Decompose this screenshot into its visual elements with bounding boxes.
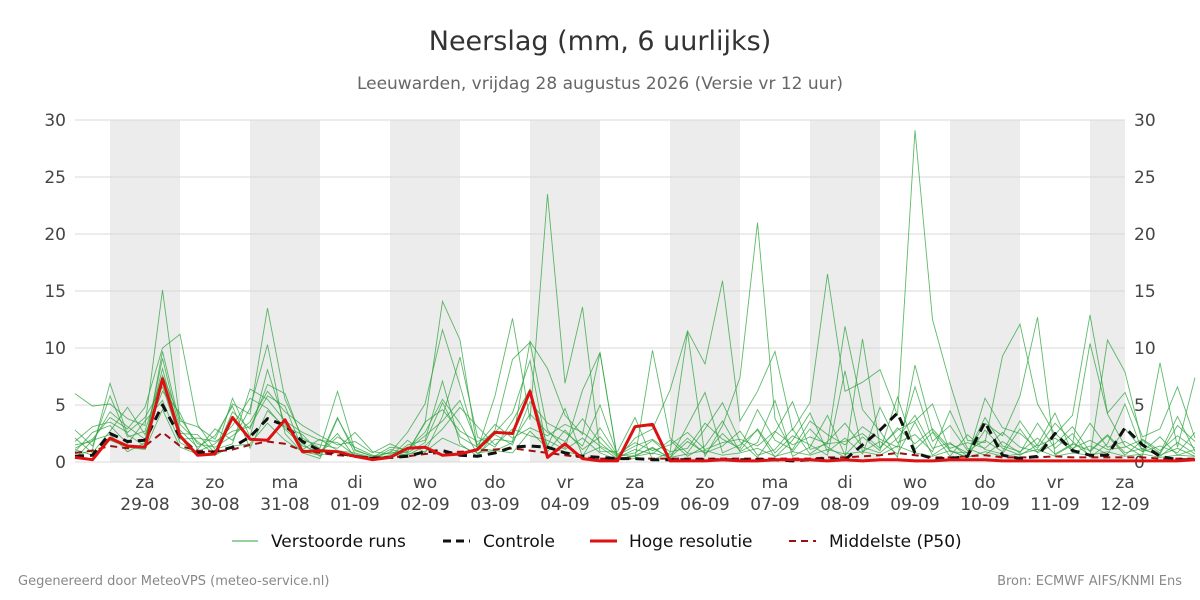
x-tick-day: za xyxy=(135,473,154,493)
x-tick-day: di xyxy=(837,473,853,493)
high-resolution-line xyxy=(74,377,1196,463)
ensemble-member-line xyxy=(74,366,1196,458)
y-axis-left: 0 5 10 15 20 25 30 xyxy=(44,111,66,473)
x-tick-day: di xyxy=(347,473,363,493)
legend-label-highres: Hoge resolutie xyxy=(629,532,753,552)
x-tick-date: 12-09 xyxy=(1100,495,1149,515)
x-tick-date: 09-09 xyxy=(890,495,939,515)
x-tick-date: 01-09 xyxy=(330,495,379,515)
x-tick-day: do xyxy=(484,473,505,493)
x-tick-date: 03-09 xyxy=(470,495,519,515)
ensemble-member-line xyxy=(74,374,1196,456)
x-tick-date: 08-09 xyxy=(820,495,869,515)
y-tick-label-right: 0 xyxy=(1134,453,1145,473)
x-tick-date: 11-09 xyxy=(1030,495,1079,515)
y-tick-label-right: 25 xyxy=(1134,168,1156,188)
y-tick-label-left: 25 xyxy=(44,168,66,188)
legend-label-median: Middelste (P50) xyxy=(829,532,962,552)
ensemble-lines xyxy=(74,130,1196,461)
x-tick-date: 06-09 xyxy=(680,495,729,515)
x-tick-date: 05-09 xyxy=(610,495,659,515)
ensemble-member-line xyxy=(74,385,1196,458)
ensemble-member-line xyxy=(74,194,1196,461)
y-tick-label-right: 20 xyxy=(1134,225,1156,245)
median-line xyxy=(74,431,1195,460)
x-tick-date: 07-09 xyxy=(750,495,799,515)
x-tick-date: 30-08 xyxy=(190,495,239,515)
x-tick-date: 02-09 xyxy=(400,495,449,515)
x-axis: za29-08zo30-08ma31-08di01-09wo02-09do03-… xyxy=(120,473,1149,515)
x-tick-date: 10-09 xyxy=(960,495,1009,515)
chart-title: Neerslag (mm, 6 uurlijks) xyxy=(429,26,771,57)
x-tick-day: zo xyxy=(695,473,714,493)
legend: Verstoorde runs Controle Hoge resolutie … xyxy=(232,532,962,552)
footer-generator: Gegenereerd door MeteoVPS (meteo-service… xyxy=(18,574,329,589)
y-tick-label-left: 0 xyxy=(55,453,66,473)
x-tick-date: 31-08 xyxy=(260,495,309,515)
x-tick-date: 04-09 xyxy=(540,495,589,515)
y-tick-label-left: 10 xyxy=(44,339,66,359)
main-series xyxy=(74,377,1196,463)
legend-label-control: Controle xyxy=(483,532,555,552)
x-tick-day: ma xyxy=(762,473,789,493)
footer-source: Bron: ECMWF AIFS/KNMI Ens xyxy=(997,574,1182,589)
y-tick-label-right: 10 xyxy=(1134,339,1156,359)
x-tick-day: zo xyxy=(205,473,224,493)
legend-label-perturbed: Verstoorde runs xyxy=(271,532,406,552)
y-tick-label-right: 30 xyxy=(1134,111,1156,131)
chart-subtitle: Leeuwarden, vrijdag 28 augustus 2026 (Ve… xyxy=(357,74,843,94)
y-axis-right: 0 5 10 15 20 25 30 xyxy=(1134,111,1156,473)
ensemble-member-line xyxy=(74,397,1196,461)
x-tick-day: wo xyxy=(413,473,437,493)
y-tick-label-right: 5 xyxy=(1134,396,1145,416)
x-tick-date: 29-08 xyxy=(120,495,169,515)
ensemble-member-line xyxy=(74,326,1196,461)
x-tick-day: vr xyxy=(1046,473,1063,493)
y-tick-label-left: 15 xyxy=(44,282,66,302)
ensemble-member-line xyxy=(74,130,1196,460)
y-tick-label-left: 20 xyxy=(44,225,66,245)
x-tick-day: ma xyxy=(272,473,299,493)
x-tick-day: za xyxy=(1115,473,1134,493)
y-tick-label-right: 15 xyxy=(1134,282,1156,302)
x-tick-day: vr xyxy=(556,473,573,493)
x-tick-day: za xyxy=(625,473,644,493)
x-tick-day: wo xyxy=(903,473,927,493)
y-tick-label-left: 30 xyxy=(44,111,66,131)
y-tick-label-left: 5 xyxy=(55,396,66,416)
x-tick-day: do xyxy=(974,473,995,493)
